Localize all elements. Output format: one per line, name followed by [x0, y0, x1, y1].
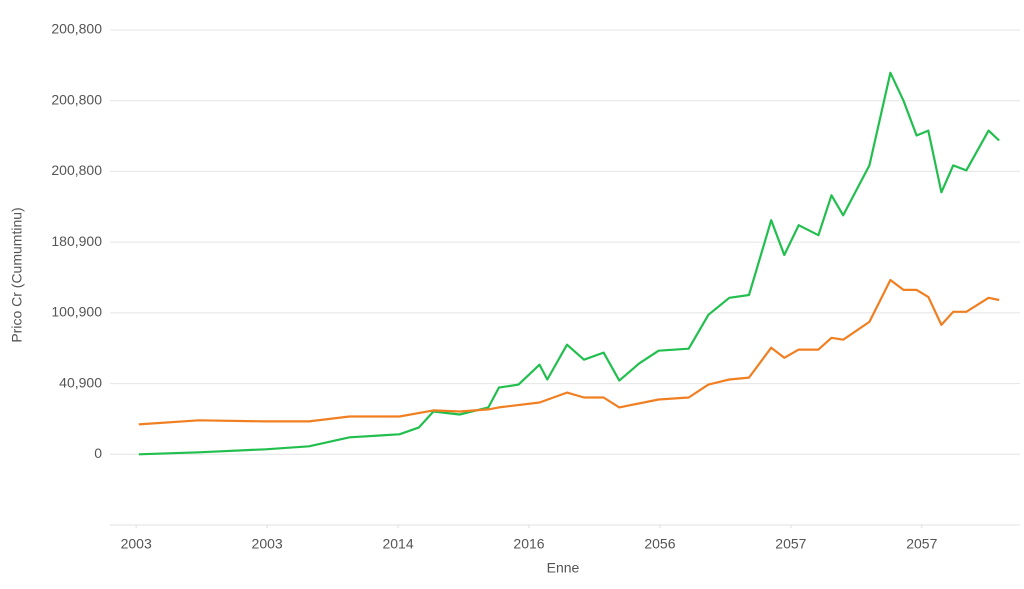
y-axis-label: Prico Cr (Cumumtinu) — [9, 207, 25, 342]
y-tick-label: 0 — [94, 445, 102, 461]
y-tick-label: 200,800 — [51, 162, 102, 178]
x-tick-label: 2014 — [382, 536, 413, 552]
x-tick-label: 2057 — [906, 536, 937, 552]
x-tick-label: 2056 — [644, 536, 675, 552]
y-tick-label: 40,900 — [59, 374, 102, 390]
x-tick-label: 2003 — [121, 536, 152, 552]
series-line — [138, 278, 1000, 426]
y-tick-label: 180,900 — [51, 233, 102, 249]
series-line — [138, 71, 1000, 456]
y-tick-label: 100,900 — [51, 304, 102, 320]
x-tick-label: 2057 — [775, 536, 806, 552]
x-axis-label: Enne — [547, 560, 580, 576]
x-tick-label: 2003 — [252, 536, 283, 552]
y-tick-label: 200,800 — [51, 21, 102, 37]
x-tick-label: 2016 — [513, 536, 544, 552]
y-tick-label: 200,800 — [51, 91, 102, 107]
